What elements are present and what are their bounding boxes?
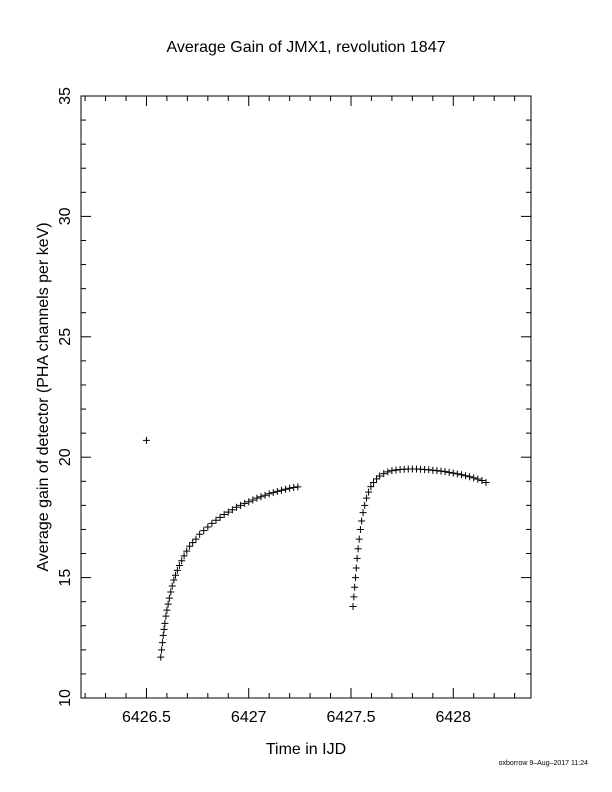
data-point	[470, 474, 478, 482]
data-point	[367, 483, 375, 491]
data-point	[216, 513, 224, 521]
data-point	[159, 631, 167, 639]
data-point	[478, 477, 486, 485]
data-point	[373, 475, 381, 483]
data-point	[158, 639, 166, 647]
data-point	[224, 508, 232, 516]
data-point	[466, 473, 474, 481]
data-point	[196, 530, 204, 538]
data-point	[168, 582, 176, 590]
data-point	[164, 600, 172, 608]
data-point	[277, 486, 285, 494]
data-point	[212, 516, 220, 524]
data-point	[359, 509, 367, 517]
data-point	[352, 574, 359, 582]
x-axis-label: Time in IJD	[266, 741, 346, 758]
data-point	[167, 588, 175, 596]
data-point	[189, 539, 197, 547]
data-point	[294, 483, 302, 491]
data-point	[175, 562, 183, 570]
data-point	[257, 493, 265, 501]
data-point	[462, 472, 470, 480]
data-point	[380, 470, 388, 478]
data-point	[453, 470, 461, 478]
data-point	[228, 506, 236, 514]
y-axis-label: Average gain of detector (PHA channels p…	[35, 222, 52, 571]
y-tick-label: 25	[57, 328, 74, 346]
data-point	[157, 653, 165, 661]
data-point	[180, 552, 188, 560]
data-point	[253, 494, 261, 502]
data-point	[158, 646, 166, 654]
data-point	[186, 542, 194, 550]
data-point	[356, 525, 364, 533]
y-tick-label: 30	[57, 207, 74, 225]
chart-title: Average Gain of JMX1, revolution 1847	[167, 39, 446, 56]
data-point	[204, 523, 212, 531]
data-point	[445, 468, 453, 476]
data-point	[290, 484, 298, 492]
data-point	[265, 490, 273, 498]
data-point	[249, 496, 257, 504]
data-point	[354, 545, 362, 553]
data-point	[170, 576, 178, 584]
data-point	[355, 535, 363, 543]
data-point	[273, 487, 281, 495]
data-point	[160, 625, 168, 633]
data-point	[370, 478, 377, 486]
data-point	[352, 564, 360, 572]
data-point	[163, 606, 171, 614]
axis-ticks	[81, 95, 531, 699]
data-point	[220, 511, 228, 519]
data-point	[351, 583, 359, 591]
data-point	[172, 571, 179, 579]
data-point	[361, 501, 369, 509]
x-tick-label: 6426.5	[122, 709, 171, 726]
data-point	[365, 488, 373, 496]
data-point	[162, 612, 170, 620]
data-point	[165, 594, 173, 602]
data-point	[237, 501, 245, 509]
data-point	[282, 485, 290, 493]
data-point	[261, 491, 269, 499]
y-tick-label: 35	[57, 87, 74, 105]
axis-tick-labels: 6426.5 6427 6427.5 6428 10 15 20 25 30 35	[57, 87, 471, 726]
data-point	[482, 478, 490, 486]
data-point	[474, 475, 482, 483]
data-point	[358, 517, 366, 525]
data-point	[200, 527, 208, 535]
plot-frame	[80, 95, 532, 699]
data-point	[173, 566, 181, 574]
y-tick-label: 10	[57, 689, 74, 707]
data-point	[269, 489, 277, 497]
data-point	[353, 554, 361, 562]
x-tick-label: 6427.5	[327, 709, 376, 726]
data-point	[457, 471, 465, 479]
data-point	[449, 469, 457, 477]
data-point	[208, 519, 216, 527]
footer-credit: oxborrow 9–Aug–2017 11:24	[498, 760, 588, 767]
x-tick-label: 6428	[435, 709, 471, 726]
data-point	[376, 472, 384, 480]
data-point	[349, 602, 357, 610]
data-point	[178, 557, 186, 565]
data-point	[192, 535, 200, 543]
data-point	[363, 494, 371, 502]
data-point	[161, 619, 169, 627]
data-point	[384, 468, 392, 476]
data-point	[286, 484, 294, 492]
data-point	[350, 593, 358, 601]
data-point	[245, 498, 253, 506]
data-point	[441, 468, 449, 476]
data-point	[232, 503, 240, 511]
data-point	[183, 547, 191, 555]
data-point	[142, 436, 150, 444]
data-point	[388, 467, 396, 475]
data-points	[142, 436, 490, 661]
x-tick-label: 6427	[231, 709, 267, 726]
y-tick-label: 20	[57, 448, 74, 466]
data-point	[241, 499, 249, 507]
y-tick-label: 15	[57, 569, 74, 587]
